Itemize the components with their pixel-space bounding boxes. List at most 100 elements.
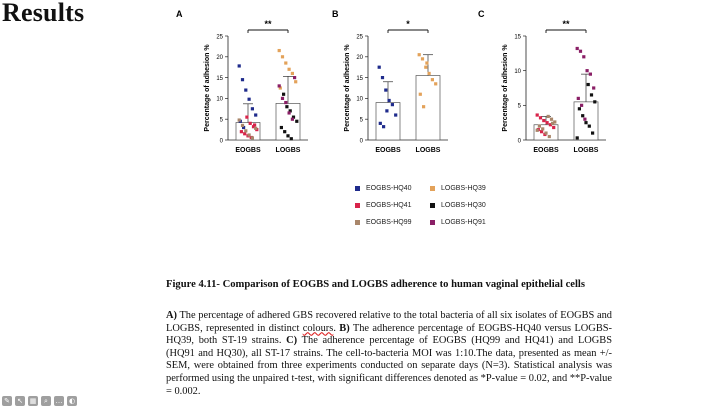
y-tick-label: 15 [356,76,363,82]
data-point [535,128,539,132]
panel-label: B [332,9,339,19]
y-tick-label: 0 [518,138,522,144]
significance-label: ** [264,19,272,29]
legend-swatch-logbs-hq39 [430,186,435,191]
y-tick-label: 10 [216,97,223,103]
data-point [547,134,551,139]
data-point [285,105,289,109]
data-point [380,76,385,80]
caption-label-a: A) [166,310,177,321]
data-point [575,136,579,140]
bar [573,101,599,141]
data-point [282,92,286,96]
significance-label: ** [562,19,570,29]
data-point [548,123,552,127]
caption-text-c: The adherence percentage of EOGBS (HQ99 … [166,335,613,397]
data-point [254,113,258,117]
y-tick-label: 15 [514,34,521,40]
data-point [254,126,258,130]
shape-icon[interactable]: ◐ [67,396,77,406]
legend-label: LOGBS-HQ30 [441,202,486,209]
legend-item: LOGBS-HQ30 [430,202,486,209]
y-tick-label: 25 [216,34,223,40]
figure-caption-body: A) The percentage of adhered GBS recover… [166,310,612,398]
more-icon[interactable]: … [54,396,64,406]
figure-caption-title: Figure 4.11- Comparison of EOGBS and LOG… [166,279,585,290]
data-point [250,107,254,111]
pen-icon[interactable]: ✎ [2,396,12,406]
legend-label: EOGBS-HQ40 [366,185,412,192]
data-point [585,69,589,73]
data-point [540,130,544,134]
data-point [591,131,595,135]
legend-swatch-eogbs-hq41 [355,203,360,208]
data-point [242,125,246,130]
slide-title: Results [2,0,85,27]
data-point [247,97,251,101]
x-tick-label: LOGBS [276,147,301,154]
data-point [240,78,245,82]
y-tick-label: 0 [360,138,364,144]
y-tick-label: 10 [514,69,521,75]
data-point [535,113,539,117]
data-point [248,121,252,125]
data-point [239,130,243,134]
data-point [284,61,288,65]
legend-item: LOGBS-HQ91 [430,219,486,226]
panel-label: C [478,9,485,19]
data-point [537,124,541,128]
data-point [425,61,429,65]
legend-label: EOGBS-HQ99 [366,219,412,226]
data-point [420,57,425,61]
data-point [589,93,594,97]
data-point [284,100,288,105]
data-point [253,123,257,127]
x-tick-label: EOGBS [533,147,559,154]
data-point [279,125,283,130]
legend-swatch-logbs-hq91 [430,220,435,225]
data-point [244,129,248,133]
x-tick-label: EOGBS [235,147,261,154]
data-point [588,72,592,76]
data-point [544,131,548,135]
data-point [576,96,580,100]
y-tick-label: 10 [356,97,363,103]
data-point [430,78,434,82]
legend-swatch-eogbs-hq40 [355,186,360,191]
legend-label: EOGBS-HQ41 [366,202,412,209]
data-point [593,100,597,104]
legend-swatch-eogbs-hq99 [355,220,360,225]
y-tick-label: 5 [518,104,522,110]
data-point [581,114,585,118]
data-point [417,53,421,57]
data-point [538,116,543,120]
zoom-icon[interactable]: ⌕ [41,396,51,406]
slides-icon[interactable]: ▦ [28,396,38,406]
data-point [549,117,554,121]
legend-label: LOGBS-HQ39 [441,185,486,192]
y-axis-label: Percentage of adhesion % [344,44,351,132]
data-point [283,130,287,134]
data-point [418,92,422,96]
data-point [378,121,382,125]
data-point [422,105,426,109]
y-axis-label: Percentage of adhesion % [502,44,509,132]
data-point [424,65,428,69]
y-tick-label: 20 [356,55,363,61]
y-tick-label: 20 [216,55,223,61]
data-point [294,80,298,84]
data-point [553,120,557,124]
x-tick-label: LOGBS [574,147,599,154]
legend-item: EOGBS-HQ99 [355,219,412,226]
y-tick-label: 15 [216,76,223,82]
y-tick-label: 0 [220,138,224,144]
figure-charts: A 0 5 10 15 20 25 Percentage of adhesion % EOGBS… [176,9,606,154]
panel-label: A [176,9,183,19]
caption-colours-word: colours [302,322,334,334]
pointer-icon[interactable]: ↖ [15,396,25,406]
y-tick-label: 5 [360,118,364,124]
x-tick-label: LOGBS [416,147,441,154]
data-point [377,65,381,69]
legend-item: EOGBS-HQ41 [355,202,412,209]
data-point [287,67,291,71]
